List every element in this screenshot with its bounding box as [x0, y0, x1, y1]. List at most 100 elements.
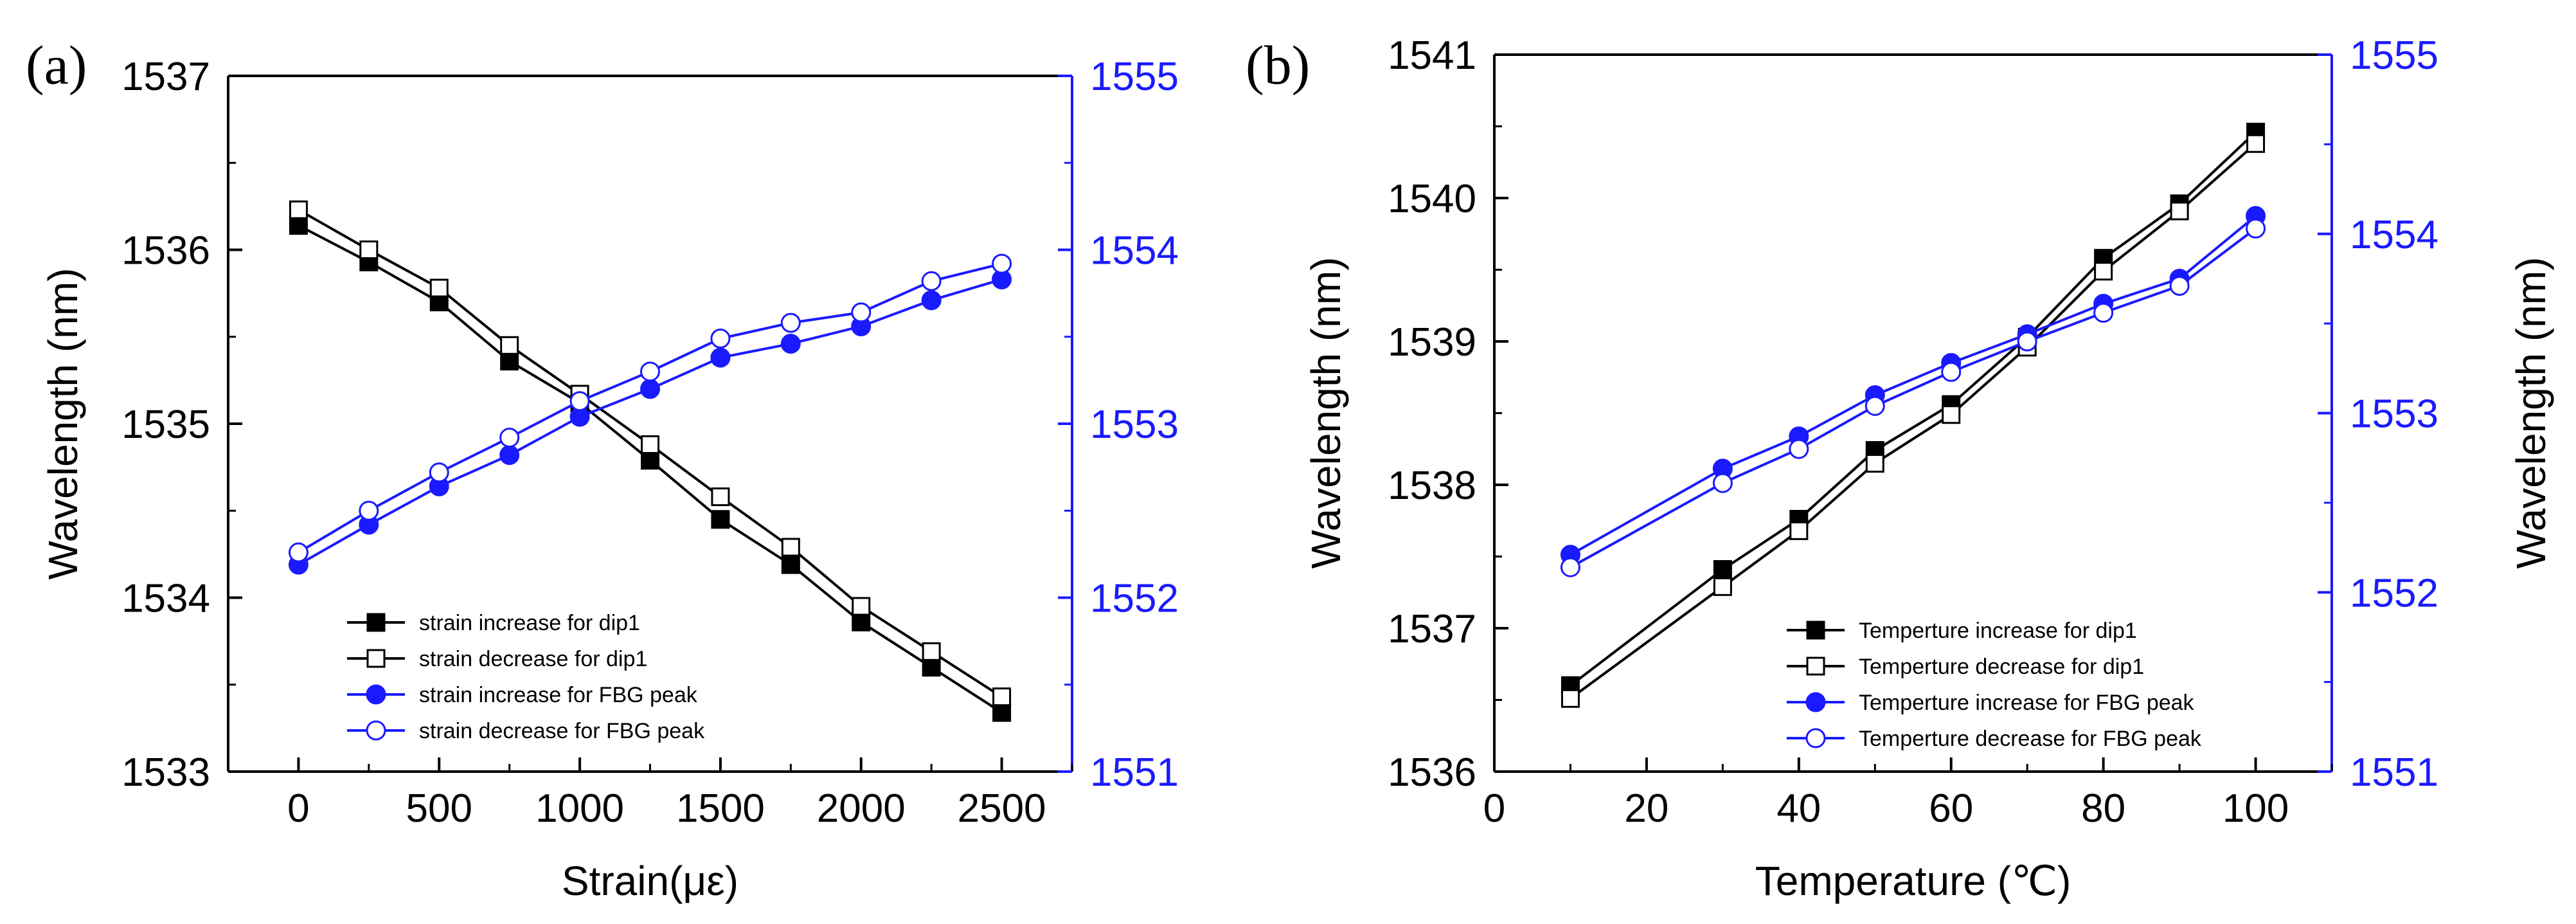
data-point: [1713, 577, 1732, 596]
legend-marker: [1806, 621, 1825, 640]
y-right-tick-label: 1552: [2350, 571, 2438, 615]
data-point: [641, 451, 659, 470]
y-right-tick-label: 1555: [2350, 33, 2438, 78]
legend-marker: [1806, 657, 1825, 676]
data-point: [992, 687, 1012, 707]
data-point: [1865, 454, 1884, 473]
data-point: [2246, 134, 2266, 153]
x-tick-label: 80: [2081, 786, 2125, 831]
series-2: [289, 200, 1012, 707]
y-left-tick-label: 1533: [121, 750, 210, 795]
data-point: [711, 487, 730, 507]
data-point: [2169, 276, 2190, 296]
y-left-tick-label: 1537: [1388, 607, 1476, 651]
series-line: [1570, 227, 2257, 568]
series-1: [1561, 122, 2266, 695]
series-line: [298, 262, 1003, 554]
y-left-tick-label: 1538: [1388, 464, 1476, 508]
series-1: [289, 216, 1012, 722]
data-point: [429, 462, 449, 483]
legend-entry: Temperture decrease for dip1: [1787, 655, 2144, 679]
x-axis-title: Temperature (℃): [1755, 858, 2071, 904]
y-left-tick-label: 1539: [1388, 320, 1476, 365]
data-point: [1789, 521, 1809, 540]
x-tick-label: 20: [1624, 786, 1668, 831]
data-point: [1561, 689, 1580, 708]
x-tick-label: 0: [287, 786, 309, 831]
data-point: [429, 278, 449, 298]
y-right-tick-label: 1554: [1090, 229, 1179, 273]
series-line: [298, 278, 1003, 566]
x-tick-label: 2000: [817, 786, 906, 831]
y-right-tick-label: 1551: [1090, 750, 1179, 795]
data-point: [992, 253, 1012, 274]
legend-entry: strain decrease for dip1: [347, 647, 647, 671]
data-point: [1865, 395, 1885, 416]
y-right-tick-label: 1551: [2350, 750, 2438, 795]
legend: strain increase for dip1 strain decrease …: [347, 611, 705, 743]
data-point: [922, 642, 941, 661]
data-point: [2017, 331, 2037, 352]
legend-marker: [1805, 692, 1826, 712]
data-point: [711, 510, 730, 529]
data-point: [780, 334, 801, 354]
series-4: [288, 253, 1012, 563]
legend-entry: Temperture decrease for FBG peak: [1787, 727, 2202, 751]
series-4: [1560, 218, 2266, 577]
data-point: [359, 500, 379, 521]
data-point: [921, 290, 942, 311]
y-right-axis-title: Wavelength (nm): [2508, 257, 2554, 569]
y-right-tick-label: 1553: [1090, 403, 1179, 447]
data-point: [2094, 262, 2113, 281]
data-point: [288, 542, 309, 563]
y-left-tick-label: 1540: [1388, 177, 1476, 221]
data-point: [992, 703, 1012, 722]
legend-label: Temperture decrease for dip1: [1859, 655, 2144, 679]
data-point: [1560, 557, 1580, 577]
legend-entry: strain decrease for FBG peak: [347, 719, 705, 743]
data-point: [852, 597, 871, 616]
legend-label: Temperture increase for FBG peak: [1859, 691, 2195, 715]
legend: Temperture increase for dip1 Temperture d…: [1787, 619, 2202, 751]
x-tick-label: 1500: [676, 786, 765, 831]
legend-label: strain increase for dip1: [419, 611, 640, 635]
y-left-axis-title: Wavelength (nm): [40, 268, 86, 580]
data-point: [499, 445, 520, 466]
legend-marker: [366, 720, 386, 741]
data-point: [2170, 201, 2189, 221]
legend-label: Temperture decrease for FBG peak: [1859, 727, 2202, 751]
data-point: [780, 313, 801, 333]
legend-entry: Temperture increase for dip1: [1787, 619, 2137, 643]
x-tick-label: 100: [2223, 786, 2289, 831]
legend-marker: [366, 684, 386, 705]
legend-marker: [366, 613, 386, 632]
y-left-tick-label: 1536: [121, 229, 210, 273]
legend-entry: strain increase for FBG peak: [347, 683, 698, 707]
y-left-tick-label: 1541: [1388, 33, 1476, 78]
chart-panel-b: (b) 0 20 40 60 80 100 1536 1537 1538 1539 1540 1541 1…: [1246, 33, 2554, 904]
data-point: [500, 352, 519, 371]
data-point: [1712, 473, 1733, 493]
data-point: [2093, 302, 2114, 323]
y-left-tick-label: 1535: [121, 403, 210, 447]
legend-label: strain increase for FBG peak: [419, 683, 698, 707]
x-tick-label: 1000: [535, 786, 624, 831]
data-point: [852, 612, 871, 631]
data-point: [710, 328, 731, 349]
y-right-tick-label: 1555: [1090, 55, 1179, 99]
data-point: [640, 379, 660, 399]
y-right-tick-label: 1554: [2350, 213, 2438, 257]
data-point: [359, 240, 379, 259]
data-point: [429, 293, 449, 312]
panel-label: (b): [1246, 34, 1310, 96]
y-right-tick-label: 1552: [1090, 577, 1179, 621]
legend-label: strain decrease for FBG peak: [419, 719, 705, 743]
data-point: [921, 271, 942, 291]
y-left-tick-label: 1537: [121, 55, 210, 99]
data-point: [922, 658, 941, 677]
legend-marker: [366, 649, 386, 668]
legend-label: strain decrease for dip1: [419, 647, 647, 671]
data-point: [1713, 560, 1732, 579]
y-left-axis-title: Wavelength (nm): [1303, 257, 1349, 569]
